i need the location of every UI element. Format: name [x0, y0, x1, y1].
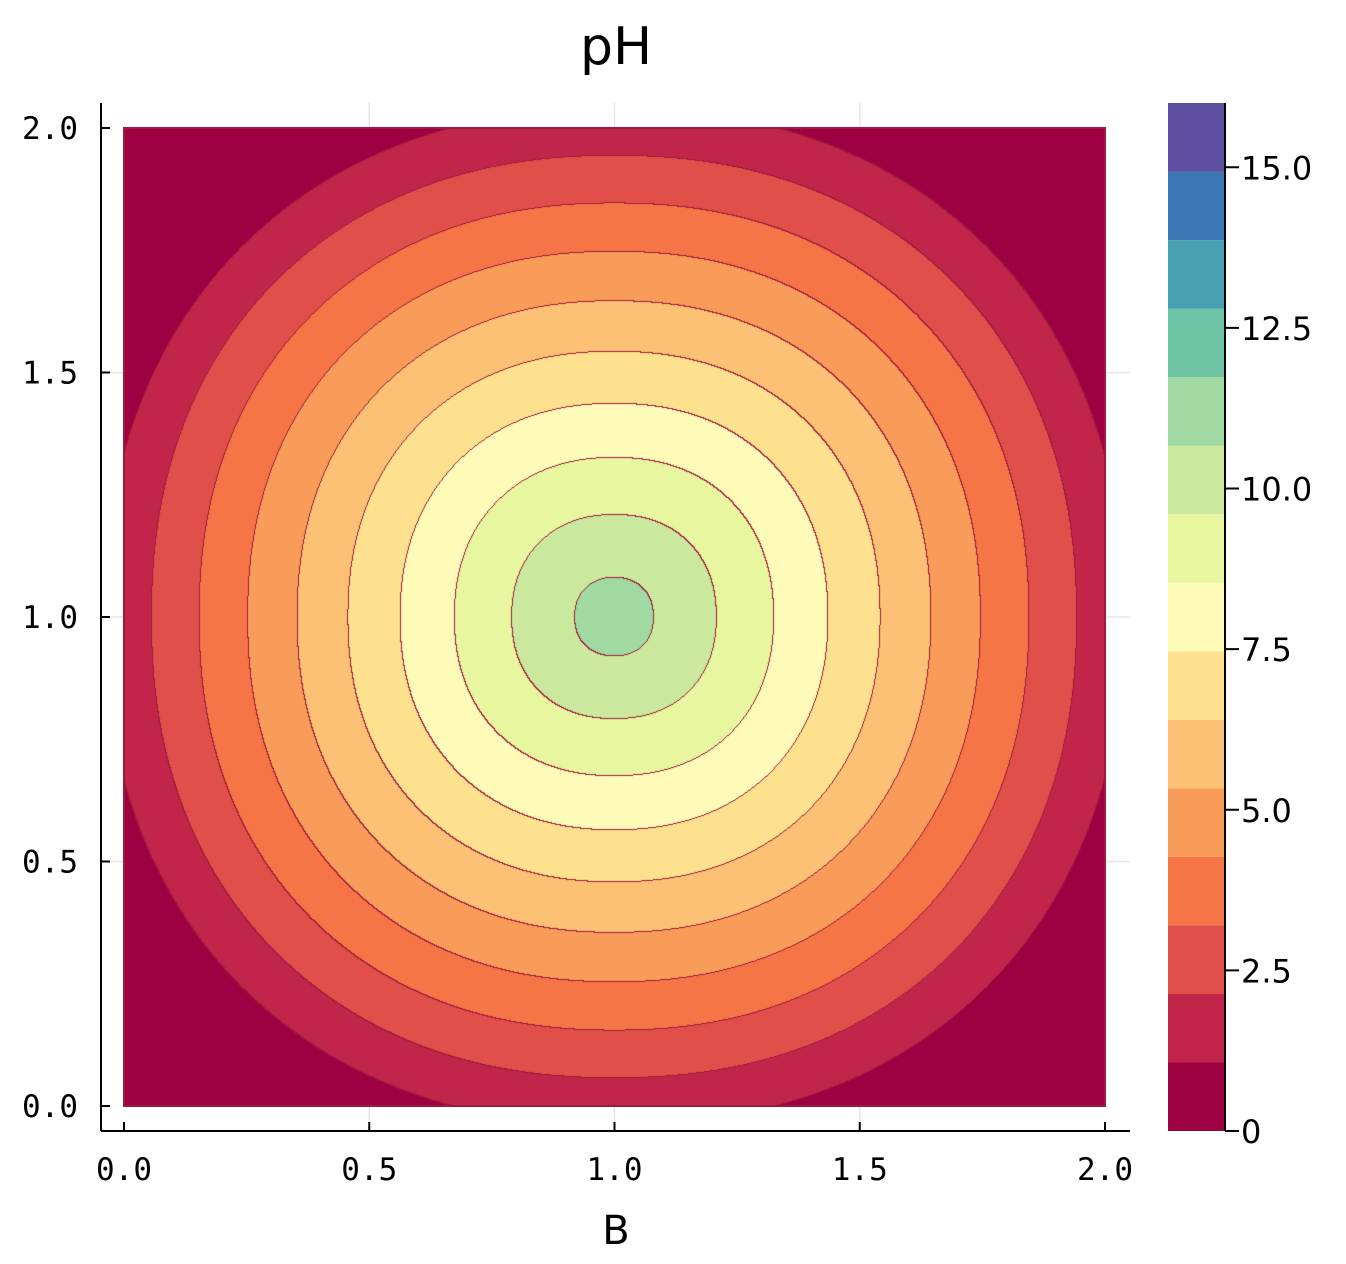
y-tick-label: 0.5: [22, 845, 78, 881]
colorbar-band: [1168, 856, 1225, 926]
colorbar-band: [1168, 171, 1225, 241]
x-tick-label: 0.0: [96, 1152, 152, 1188]
colorbar-tick-label: 15.0: [1241, 149, 1312, 187]
plot-border: [123, 127, 1106, 1107]
x-tick-label: 0.5: [341, 1152, 397, 1188]
colorbar-band: [1168, 993, 1225, 1063]
colorbar: 0 2.5 5.0 7.5 10.0 12.5 15.0: [1168, 103, 1312, 1151]
x-tick-label: 2.0: [1077, 1152, 1133, 1188]
colorbar-tick-label: 7.5: [1241, 631, 1292, 669]
colorbar-band: [1168, 651, 1225, 720]
colorbar-band: [1168, 788, 1225, 857]
colorbar-band: [1168, 240, 1225, 309]
colorbar-band: [1168, 445, 1225, 515]
colorbar-tick-label: 10.0: [1241, 471, 1312, 509]
axes: 0.0 0.5 1.0 1.5 2.0 0.0 0.5 1.0 1.5 2.0: [22, 103, 1133, 1188]
colorbar-band: [1168, 308, 1225, 378]
y-tick-label: 2.0: [22, 111, 78, 147]
contour-fill: [124, 128, 1105, 1106]
colorbar-band: [1168, 103, 1225, 172]
x-tick-label: 1.5: [832, 1152, 888, 1188]
colorbar-tick-label: 12.5: [1241, 310, 1312, 348]
colorbar-tick-label: 2.5: [1241, 952, 1292, 990]
x-tick-label: 1.0: [587, 1152, 643, 1188]
colorbar-band: [1168, 925, 1225, 994]
colorbar-tick-label: 0: [1241, 1113, 1261, 1151]
chart-title: pH: [580, 17, 652, 77]
colorbar-band: [1168, 377, 1225, 446]
colorbar-band: [1168, 582, 1225, 652]
colorbar-tick-label: 5.0: [1241, 792, 1292, 830]
colorbar-band: [1168, 1062, 1225, 1131]
plot-area: [101, 103, 1130, 1130]
x-axis-label: B: [602, 1208, 629, 1254]
colorbar-band: [1168, 514, 1225, 583]
colorbar-band: [1168, 719, 1225, 789]
y-tick-label: 1.0: [22, 600, 78, 636]
y-tick-label: 0.0: [22, 1089, 78, 1125]
y-tick-label: 1.5: [22, 356, 78, 392]
